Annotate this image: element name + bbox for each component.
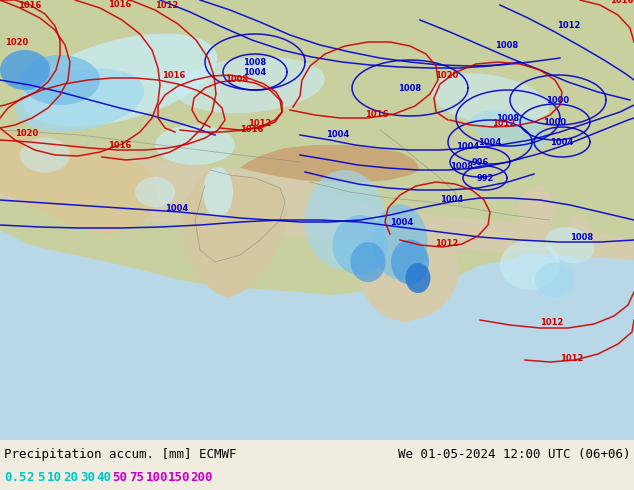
Ellipse shape — [332, 215, 387, 275]
Ellipse shape — [535, 263, 575, 297]
Text: 50: 50 — [113, 470, 127, 484]
Text: 75: 75 — [129, 470, 144, 484]
Text: 1004: 1004 — [390, 218, 413, 227]
Polygon shape — [0, 130, 160, 235]
Text: 1008: 1008 — [570, 233, 593, 242]
Ellipse shape — [545, 227, 595, 263]
Text: 1016: 1016 — [240, 125, 263, 134]
Text: 1012: 1012 — [155, 1, 178, 10]
Text: 100: 100 — [145, 470, 168, 484]
Ellipse shape — [155, 125, 235, 165]
Ellipse shape — [203, 167, 233, 217]
Text: 1008: 1008 — [225, 75, 248, 84]
Text: 1008: 1008 — [398, 83, 422, 93]
Text: 5: 5 — [37, 470, 44, 484]
Text: 20: 20 — [63, 470, 79, 484]
Text: 1008: 1008 — [496, 114, 519, 122]
Polygon shape — [564, 212, 596, 260]
Text: 200: 200 — [191, 470, 213, 484]
Text: 992: 992 — [476, 173, 494, 182]
Ellipse shape — [351, 242, 385, 282]
Ellipse shape — [391, 240, 429, 285]
Text: 150: 150 — [168, 470, 190, 484]
Text: 30: 30 — [80, 470, 95, 484]
Text: 1000: 1000 — [543, 118, 567, 126]
Text: 1012: 1012 — [492, 119, 515, 128]
Ellipse shape — [406, 263, 430, 293]
Text: 1020: 1020 — [5, 38, 29, 47]
Text: 1004: 1004 — [165, 204, 188, 213]
Text: 1020: 1020 — [435, 71, 458, 80]
Polygon shape — [516, 185, 556, 230]
Text: 1004: 1004 — [456, 142, 479, 151]
Text: We 01-05-2024 12:00 UTC (06+06): We 01-05-2024 12:00 UTC (06+06) — [398, 448, 630, 461]
Polygon shape — [308, 130, 634, 240]
Text: 996: 996 — [471, 157, 489, 167]
Ellipse shape — [23, 33, 217, 126]
Text: 1004: 1004 — [243, 68, 267, 76]
Text: 1012: 1012 — [435, 239, 458, 248]
Ellipse shape — [430, 74, 549, 127]
Ellipse shape — [373, 204, 427, 279]
Ellipse shape — [500, 240, 560, 290]
Text: Precipitation accum. [mm] ECMWF: Precipitation accum. [mm] ECMWF — [4, 448, 236, 461]
Polygon shape — [355, 192, 460, 322]
Text: 10: 10 — [47, 470, 62, 484]
Text: 1016: 1016 — [162, 71, 185, 80]
Text: 1012: 1012 — [560, 354, 583, 363]
Text: 1012: 1012 — [248, 119, 271, 128]
Text: 40: 40 — [96, 470, 111, 484]
Ellipse shape — [175, 57, 325, 113]
Ellipse shape — [471, 110, 549, 150]
Text: 1008: 1008 — [495, 41, 518, 50]
Text: 1016: 1016 — [18, 1, 41, 10]
Polygon shape — [0, 130, 634, 260]
Text: 1020: 1020 — [15, 129, 38, 138]
Text: 1004: 1004 — [440, 195, 463, 204]
Text: 1008: 1008 — [450, 162, 473, 171]
Text: 1004: 1004 — [479, 138, 501, 147]
Text: 0.5: 0.5 — [4, 470, 27, 484]
Text: 1012: 1012 — [540, 318, 564, 327]
Ellipse shape — [16, 69, 144, 132]
Text: 1008: 1008 — [243, 57, 266, 67]
Ellipse shape — [135, 177, 175, 207]
Ellipse shape — [305, 170, 385, 270]
Text: 1004: 1004 — [550, 138, 574, 147]
Text: 1016: 1016 — [108, 0, 131, 9]
Ellipse shape — [20, 55, 100, 105]
Ellipse shape — [20, 138, 70, 172]
Text: 2: 2 — [27, 470, 34, 484]
Ellipse shape — [0, 50, 50, 90]
Text: 1000: 1000 — [547, 96, 569, 104]
Polygon shape — [240, 145, 420, 182]
Text: 1016: 1016 — [365, 110, 389, 119]
Polygon shape — [0, 0, 634, 295]
Text: 1016: 1016 — [108, 141, 131, 150]
Text: 1012: 1012 — [557, 21, 580, 30]
Text: 1016: 1016 — [610, 0, 633, 5]
Polygon shape — [182, 170, 288, 298]
Text: 1004: 1004 — [326, 130, 349, 139]
